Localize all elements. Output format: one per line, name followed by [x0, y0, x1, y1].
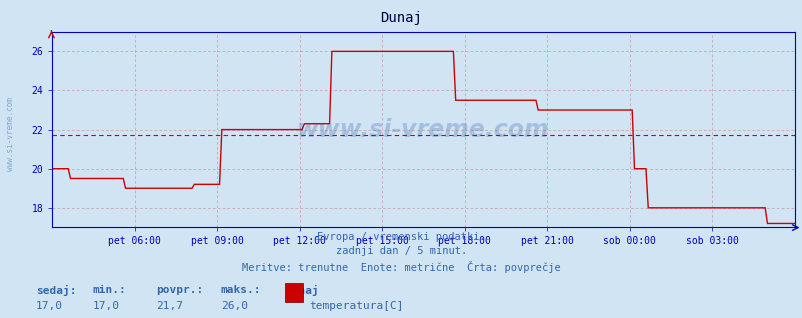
Text: 21,7: 21,7 [156, 301, 184, 310]
Text: 17,0: 17,0 [36, 301, 63, 310]
Text: Meritve: trenutne  Enote: metrične  Črta: povprečje: Meritve: trenutne Enote: metrične Črta: … [242, 261, 560, 273]
Text: Evropa / vremenski podatki.: Evropa / vremenski podatki. [317, 232, 485, 242]
Text: 17,0: 17,0 [92, 301, 119, 310]
Text: min.:: min.: [92, 285, 126, 294]
Text: www.si-vreme.com: www.si-vreme.com [6, 97, 15, 170]
Text: povpr.:: povpr.: [156, 285, 204, 294]
Text: maks.:: maks.: [221, 285, 261, 294]
Text: Dunaj: Dunaj [380, 11, 422, 25]
Text: zadnji dan / 5 minut.: zadnji dan / 5 minut. [335, 246, 467, 256]
Text: www.si-vreme.com: www.si-vreme.com [297, 118, 549, 142]
Text: Dunaj: Dunaj [285, 285, 318, 296]
Text: sedaj:: sedaj: [36, 285, 76, 296]
Text: temperatura[C]: temperatura[C] [309, 301, 403, 310]
Text: 26,0: 26,0 [221, 301, 248, 310]
